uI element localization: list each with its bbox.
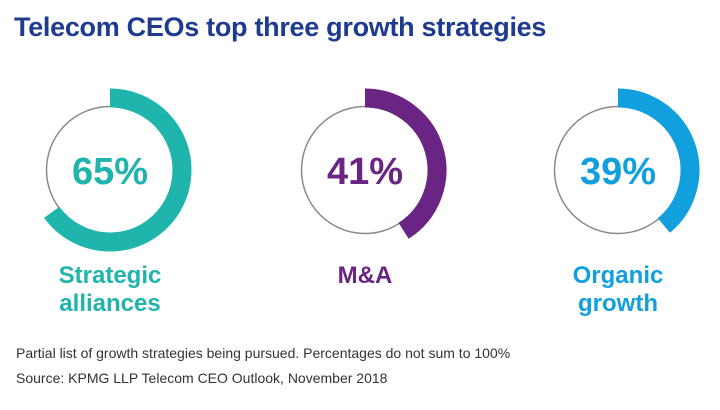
donut-value-label: 41%	[327, 151, 403, 193]
donut-category-label: M&A	[338, 262, 393, 289]
donut-category-label: Organic	[573, 262, 664, 289]
donut-category-label: alliances	[59, 290, 160, 317]
donut-m-a: 41% M&A	[300, 88, 447, 289]
donut-category-label: Strategic	[59, 262, 162, 289]
chart-title: Telecom CEOs top three growth strategies	[14, 12, 547, 42]
footnote-note: Partial list of growth strategies being …	[16, 345, 511, 361]
donut-category-label: growth	[578, 290, 658, 317]
footnote-source: Source: KPMG LLP Telecom CEO Outlook, No…	[16, 370, 388, 386]
donut-value-label: 65%	[72, 151, 148, 193]
donut-value-arc	[44, 88, 192, 252]
donut-value-arc	[364, 88, 447, 239]
donut-value-arc	[617, 88, 700, 233]
donut-value-label: 39%	[580, 151, 656, 193]
